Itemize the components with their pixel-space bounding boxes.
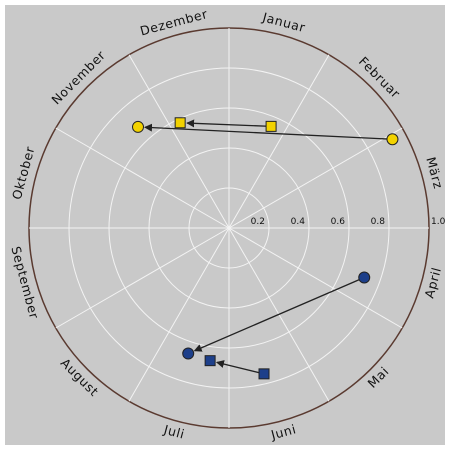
radial-tick-label: 0.4 xyxy=(291,217,306,227)
radial-tick-label: 0.8 xyxy=(371,217,386,227)
series-2-circle-point-0 xyxy=(358,271,371,284)
radial-tick-label: 0.2 xyxy=(251,217,265,227)
grid-spoke xyxy=(228,227,403,329)
series-1-circle-point-1 xyxy=(131,120,144,133)
month-label-5: Juni xyxy=(268,421,297,442)
series-1-arrow xyxy=(143,123,393,140)
radial-tick-label: 1.0 xyxy=(431,217,446,227)
grid-spoke xyxy=(128,54,230,229)
plot-panel xyxy=(5,5,445,445)
series-2-arrow xyxy=(193,276,365,352)
series-0-square-point-0 xyxy=(265,120,277,132)
month-label-6: Juli xyxy=(161,422,186,442)
grid-spoke xyxy=(55,227,230,329)
series-0-arrow xyxy=(186,119,272,128)
series-0-square-point-1 xyxy=(174,117,186,129)
series-3-arrow xyxy=(215,360,265,375)
grid-spoke xyxy=(228,127,403,229)
series-3-square-point-1 xyxy=(204,355,216,367)
data-group xyxy=(131,117,399,380)
grid-group xyxy=(28,27,430,429)
series-1-circle-point-0 xyxy=(386,133,399,146)
grid-spoke xyxy=(228,54,330,229)
series-2-circle-point-1 xyxy=(182,347,195,360)
series-3-square-point-0 xyxy=(258,368,270,380)
grid-spoke xyxy=(128,227,230,402)
radial-tick-label: 0.6 xyxy=(331,217,346,227)
grid-spoke xyxy=(55,127,230,229)
